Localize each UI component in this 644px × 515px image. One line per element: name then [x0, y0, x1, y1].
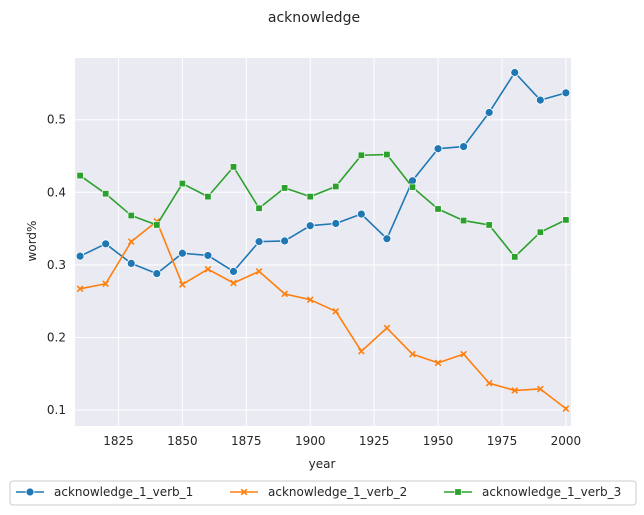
- data-point-3: [127, 212, 135, 220]
- x-tick-label: 1875: [231, 434, 262, 448]
- data-point-1: [382, 234, 392, 244]
- grid: [75, 58, 571, 426]
- data-point-1: [331, 219, 341, 228]
- data-point-3: [255, 204, 263, 212]
- legend: acknowledge_1_verb_1 acknowledge_1_verb_2…: [9, 480, 637, 506]
- tick-labels: 1825 1850 1875 1900 1925 1950 1975 2000 0.1 0.2 0.…: [47, 113, 581, 448]
- data-point-2: [102, 280, 110, 288]
- data-point-3: [562, 216, 570, 224]
- series-3: [76, 151, 570, 261]
- x-tick-label: 1900: [295, 434, 326, 448]
- data-point-3: [511, 253, 519, 261]
- data-point-3: [460, 217, 468, 225]
- data-point-1: [280, 236, 290, 246]
- data-point-3: [536, 228, 544, 236]
- y-tick-label: 0.4: [47, 185, 66, 199]
- series-line-1: [79, 71, 567, 275]
- x-tick-label: 1975: [487, 434, 518, 448]
- data-point-2: [76, 285, 84, 293]
- data-point-2: [306, 296, 314, 304]
- chart-title: acknowledge: [268, 10, 360, 26]
- data-point-2: [434, 359, 442, 367]
- data-point-2: [179, 281, 186, 288]
- data-point-3: [230, 163, 238, 171]
- data-point-1: [126, 259, 136, 268]
- data-point-1: [535, 95, 545, 105]
- data-point-3: [332, 182, 340, 190]
- data-point-1: [101, 239, 111, 249]
- data-point-2: [511, 387, 519, 394]
- data-point-1: [177, 248, 187, 258]
- data-point-1: [229, 266, 238, 276]
- series-1: [75, 68, 571, 278]
- data-point-3: [153, 221, 161, 229]
- data-point-1: [152, 269, 162, 278]
- data-point-2: [281, 290, 289, 298]
- data-point-3: [383, 151, 391, 159]
- data-point-2: [127, 238, 135, 246]
- plot-area: [75, 58, 571, 426]
- series-2: [76, 217, 570, 412]
- y-tick-label: 0.2: [47, 330, 66, 344]
- data-point-2: [460, 350, 467, 358]
- data-point-1: [510, 68, 520, 77]
- legend-label: acknowledge_1_verb_2: [268, 485, 407, 499]
- data-point-1: [203, 251, 213, 260]
- x-tick-label: 1850: [167, 434, 198, 448]
- data-point-2: [485, 379, 493, 387]
- legend-entry-2: acknowledge_1_verb_2: [230, 485, 407, 499]
- data-point-3: [357, 151, 365, 159]
- data-point-1: [433, 144, 443, 154]
- data-point-3: [204, 193, 212, 201]
- data-point-1: [459, 142, 469, 151]
- data-point-2: [204, 265, 212, 273]
- data-point-3: [281, 184, 289, 192]
- data-point-2: [409, 350, 416, 358]
- x-axis-label: year: [309, 457, 336, 471]
- data-point-2: [230, 279, 237, 287]
- legend-marker: [454, 488, 462, 496]
- data-point-3: [76, 172, 84, 180]
- data-point-3: [102, 190, 110, 198]
- x-tick-label: 1950: [423, 434, 454, 448]
- data-point-2: [383, 324, 391, 332]
- y-axis-label: word%: [25, 221, 39, 262]
- y-tick-label: 0.5: [47, 113, 66, 127]
- data-point-3: [485, 221, 493, 229]
- x-tick-label: 1925: [359, 434, 390, 448]
- data-point-1: [561, 88, 571, 98]
- series-line-2: [79, 220, 567, 410]
- data-point-2: [332, 307, 340, 315]
- data-point-1: [254, 237, 264, 247]
- data-point-2: [357, 347, 365, 355]
- data-point-2: [255, 268, 263, 275]
- data-point-1: [484, 108, 494, 117]
- data-point-3: [434, 205, 442, 213]
- data-point-1: [356, 209, 366, 219]
- legend-label: acknowledge_1_verb_3: [482, 485, 621, 499]
- series-lines: [75, 68, 571, 412]
- x-tick-label: 2000: [551, 434, 582, 448]
- data-point-2: [562, 405, 570, 412]
- legend-entry-3: acknowledge_1_verb_3: [444, 485, 621, 499]
- data-point-3: [408, 183, 416, 191]
- series-line-3: [79, 153, 567, 258]
- legend-label: acknowledge_1_verb_1: [54, 485, 193, 499]
- legend-frame: [9, 480, 637, 506]
- data-point-2: [536, 385, 544, 393]
- y-tick-label: 0.1: [47, 403, 66, 417]
- legend-entry-1: acknowledge_1_verb_1: [16, 485, 193, 499]
- legend-marker: [25, 487, 35, 497]
- data-point-3: [306, 193, 314, 201]
- y-tick-label: 0.3: [47, 258, 66, 272]
- data-point-1: [305, 221, 315, 231]
- legend-marker: [240, 488, 248, 496]
- data-point-1: [75, 251, 85, 261]
- data-point-3: [178, 180, 186, 188]
- x-tick-label: 1825: [103, 434, 134, 448]
